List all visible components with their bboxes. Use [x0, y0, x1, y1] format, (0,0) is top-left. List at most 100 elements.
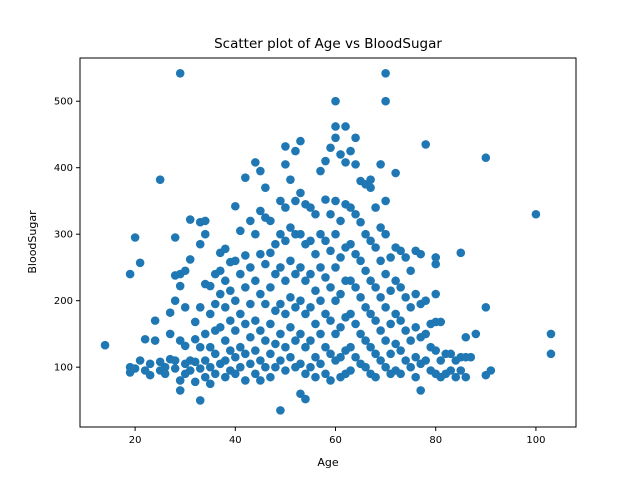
data-point	[386, 286, 395, 296]
data-point	[451, 372, 461, 382]
data-point	[396, 346, 405, 355]
data-point	[351, 283, 360, 292]
data-point	[431, 253, 441, 262]
data-point	[326, 209, 335, 219]
y-tick-label: 100	[54, 363, 73, 374]
data-point	[381, 269, 390, 279]
data-point	[271, 306, 280, 315]
data-point	[296, 263, 305, 272]
data-point	[256, 356, 265, 365]
data-point	[236, 226, 245, 236]
data-point	[241, 251, 250, 260]
data-point	[271, 339, 280, 349]
data-point	[200, 356, 210, 365]
data-point	[531, 209, 541, 219]
data-point	[160, 369, 170, 379]
data-point	[210, 349, 220, 359]
data-point	[246, 299, 255, 309]
data-point	[481, 153, 491, 163]
data-point	[331, 122, 340, 131]
data-point	[361, 266, 370, 276]
data-point	[431, 259, 441, 269]
data-point	[386, 253, 395, 262]
data-point	[185, 215, 195, 224]
data-point	[336, 216, 345, 226]
data-point	[200, 372, 210, 382]
data-point	[291, 336, 300, 345]
data-point	[281, 366, 290, 375]
data-point	[321, 309, 330, 319]
data-point	[396, 246, 405, 256]
data-point	[135, 258, 145, 268]
data-point	[326, 283, 335, 292]
data-point	[291, 303, 300, 312]
data-point	[391, 309, 400, 319]
data-point	[331, 263, 340, 272]
data-point	[145, 359, 155, 369]
data-point	[406, 266, 415, 276]
data-point	[276, 229, 285, 239]
data-point	[366, 183, 375, 192]
data-point	[251, 229, 260, 239]
data-point	[326, 349, 335, 359]
data-point	[266, 319, 275, 329]
data-point	[276, 406, 285, 415]
data-point	[321, 156, 330, 166]
data-point	[251, 316, 260, 325]
data-point	[406, 303, 415, 312]
y-tick-label: 500	[54, 97, 73, 108]
data-point	[421, 329, 431, 339]
data-point	[170, 364, 180, 373]
data-point	[251, 276, 260, 286]
x-axis: 20 40 60 80 100	[129, 427, 545, 446]
data-point	[316, 166, 325, 176]
data-point	[256, 166, 265, 176]
data-point	[205, 342, 215, 352]
data-point	[190, 334, 200, 344]
data-point	[236, 269, 245, 279]
data-point	[351, 133, 360, 143]
data-point	[291, 146, 300, 156]
data-point	[376, 293, 385, 302]
data-point	[321, 273, 330, 282]
data-point	[316, 359, 325, 369]
data-point	[256, 289, 265, 299]
data-point	[246, 332, 255, 342]
data-point	[286, 223, 295, 232]
data-point	[261, 336, 270, 345]
data-point	[205, 281, 215, 291]
data-point	[301, 276, 310, 286]
data-point	[346, 366, 355, 375]
data-point	[411, 289, 420, 299]
data-point	[461, 332, 471, 342]
data-point	[205, 309, 215, 319]
data-point	[165, 329, 175, 339]
data-point	[175, 376, 185, 385]
data-point	[261, 299, 270, 309]
data-point	[220, 356, 230, 365]
data-point	[125, 269, 135, 279]
data-point	[311, 319, 320, 329]
data-point	[381, 196, 390, 206]
data-point	[281, 236, 290, 246]
data-point	[381, 362, 390, 372]
data-point	[286, 293, 295, 302]
data-point	[135, 356, 145, 365]
data-point	[386, 349, 395, 359]
data-point	[311, 286, 320, 296]
data-point	[346, 309, 355, 319]
data-point	[396, 283, 405, 292]
data-point	[391, 276, 400, 286]
data-point	[411, 352, 420, 362]
data-point	[406, 362, 415, 372]
data-point	[346, 239, 355, 249]
data-point	[256, 206, 265, 216]
data-point	[336, 253, 345, 262]
data-point	[546, 349, 556, 359]
y-tick-label: 300	[54, 230, 73, 241]
x-axis-label: Age	[317, 456, 339, 469]
data-point	[271, 269, 280, 279]
data-point	[381, 303, 390, 312]
data-point	[215, 266, 225, 276]
data-point	[261, 183, 270, 192]
